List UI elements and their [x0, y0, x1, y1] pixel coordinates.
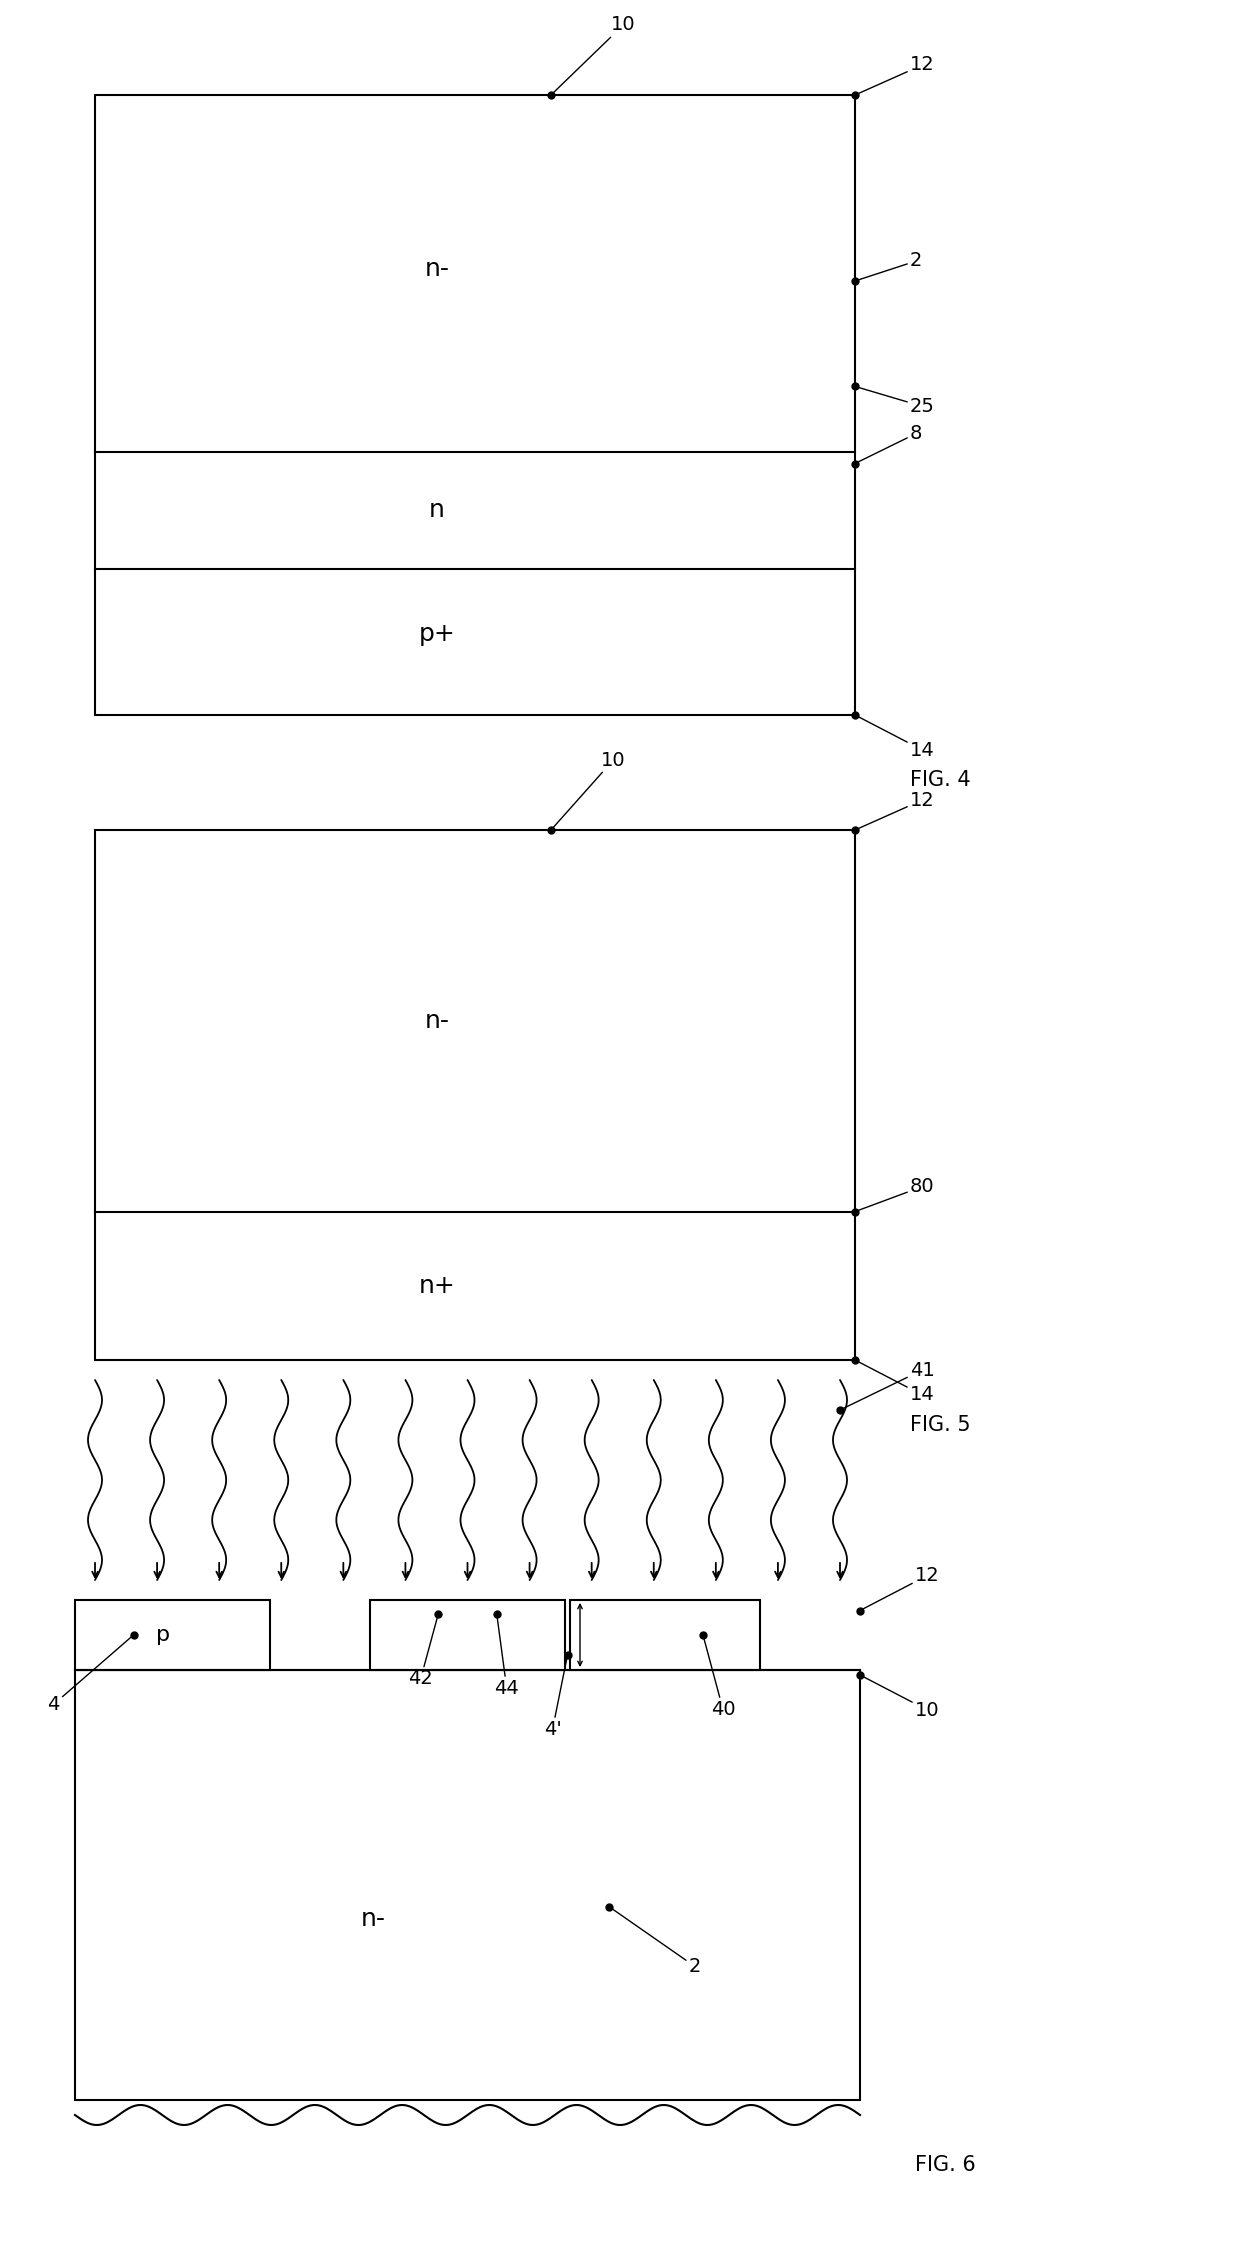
Text: 40: 40: [703, 1635, 735, 1718]
Text: 12: 12: [861, 1566, 940, 1610]
Text: FIG. 4: FIG. 4: [910, 771, 971, 789]
Text: 4: 4: [47, 1635, 134, 1714]
Text: n+: n+: [419, 1274, 455, 1297]
Text: 25: 25: [856, 385, 935, 415]
Bar: [95, 830, 856, 1360]
Bar: [74, 1671, 861, 2099]
Text: 10: 10: [551, 16, 636, 95]
Bar: [74, 1601, 270, 1671]
Text: 42: 42: [408, 1614, 438, 1689]
Bar: [95, 95, 856, 714]
Text: 4': 4': [543, 1655, 568, 1739]
Text: 2: 2: [856, 252, 923, 281]
Text: n: n: [429, 499, 445, 521]
Text: n-: n-: [361, 1907, 386, 1931]
Text: 14: 14: [856, 1360, 935, 1406]
Text: p: p: [156, 1625, 170, 1646]
Bar: [570, 1601, 760, 1671]
Text: FIG. 6: FIG. 6: [915, 2156, 976, 2174]
Text: 2: 2: [609, 1907, 701, 1977]
Text: n-: n-: [424, 256, 449, 281]
Text: 8: 8: [856, 424, 923, 462]
Text: 10: 10: [861, 1675, 940, 1718]
Text: n-: n-: [424, 1009, 449, 1034]
Text: 12: 12: [856, 54, 935, 95]
Text: FIG. 5: FIG. 5: [910, 1415, 971, 1435]
Text: p+: p+: [419, 623, 455, 646]
Bar: [370, 1601, 565, 1671]
Text: 41: 41: [839, 1360, 935, 1410]
Text: 80: 80: [856, 1177, 935, 1211]
Text: 12: 12: [856, 791, 935, 830]
Text: 44: 44: [495, 1614, 520, 1698]
Text: 14: 14: [856, 714, 935, 759]
Text: 10: 10: [551, 750, 626, 830]
